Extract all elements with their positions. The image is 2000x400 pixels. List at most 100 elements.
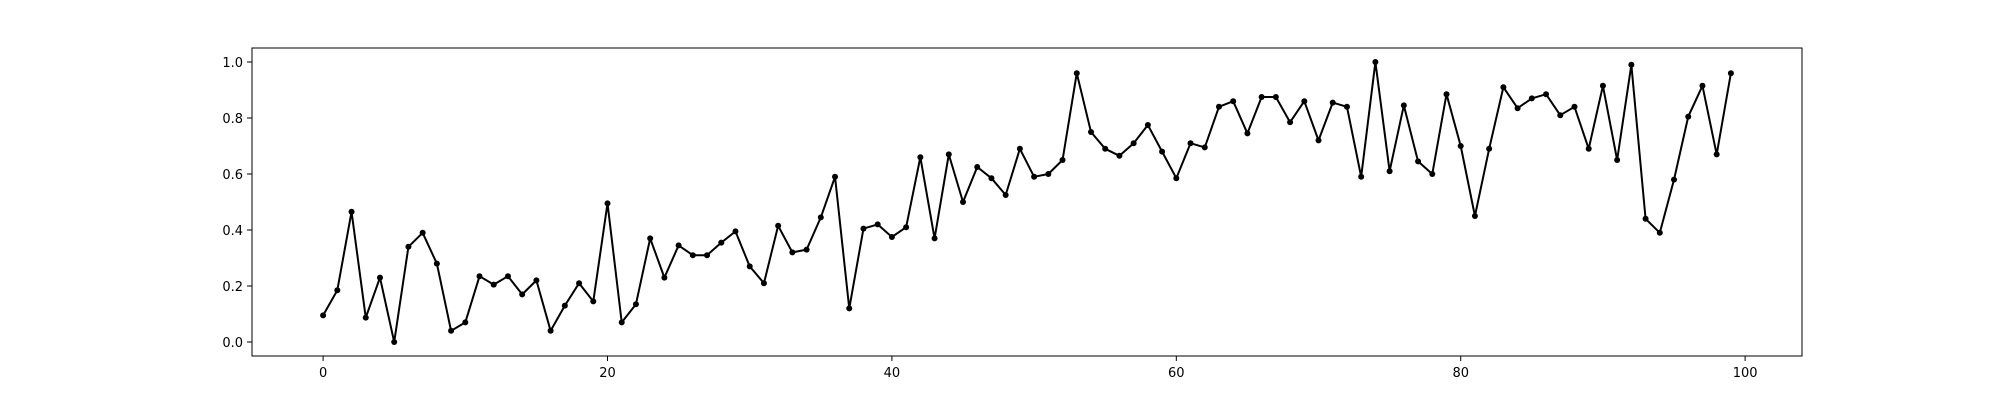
data-point (376, 274, 383, 281)
data-point (590, 298, 597, 305)
data-point (632, 301, 639, 308)
data-point (1287, 119, 1294, 126)
data-point (1443, 91, 1450, 98)
data-point (1642, 215, 1649, 222)
y-tick-label: 0.2 (222, 280, 243, 295)
plot-frame (251, 47, 1803, 357)
data-point (931, 235, 938, 242)
data-point (817, 214, 824, 221)
data-point (1457, 143, 1464, 149)
data-point (1671, 176, 1678, 183)
data-point (1315, 137, 1322, 144)
data-point (1059, 157, 1066, 163)
data-point (1656, 229, 1663, 236)
data-point (618, 319, 625, 326)
data-point (945, 151, 952, 158)
data-point (1130, 140, 1137, 147)
data-point (746, 263, 753, 270)
data-point (1201, 144, 1208, 151)
data-point (732, 228, 739, 235)
data-point (334, 287, 341, 294)
data-point (405, 243, 412, 250)
data-point (1102, 145, 1109, 152)
data-point (1543, 91, 1550, 98)
data-point (846, 305, 853, 312)
data-point (490, 281, 497, 288)
data-point (1514, 105, 1521, 112)
data-point (1372, 59, 1379, 65)
data-point (1528, 95, 1535, 102)
data-point (988, 175, 995, 182)
data-point (675, 242, 682, 249)
data-point (1400, 102, 1407, 109)
data-point (433, 260, 440, 267)
data-point (1386, 168, 1393, 175)
data-point (547, 327, 554, 334)
data-point (704, 252, 711, 259)
y-tick-label: 1.0 (222, 56, 243, 71)
x-tick-label: 60 (1168, 366, 1185, 381)
data-point (903, 224, 910, 231)
series-line (322, 61, 1732, 343)
data-point (391, 339, 398, 345)
data-point (1045, 171, 1052, 177)
data-point (1073, 70, 1080, 77)
series-layer (320, 59, 1734, 345)
data-point (1727, 70, 1734, 77)
data-point (1272, 94, 1279, 100)
data-point (1187, 140, 1194, 147)
data-point (1173, 175, 1180, 182)
data-point (960, 199, 967, 205)
data-point (760, 280, 767, 287)
data-point (803, 246, 810, 253)
data-point (832, 173, 839, 180)
data-point (1244, 130, 1251, 137)
data-point (1016, 145, 1023, 152)
data-point (448, 327, 455, 334)
data-point (1628, 61, 1635, 68)
data-point (1087, 129, 1094, 135)
data-point (1301, 98, 1308, 105)
data-point (789, 249, 796, 256)
data-point (419, 229, 426, 236)
data-point (1585, 145, 1592, 152)
data-point (1699, 82, 1706, 89)
data-point (1215, 103, 1222, 110)
data-point (1471, 213, 1478, 219)
data-point (1343, 103, 1350, 110)
data-point (1500, 84, 1507, 91)
data-point (533, 277, 540, 284)
data-point (647, 235, 654, 242)
data-point (1258, 94, 1265, 100)
data-point (1685, 113, 1692, 120)
data-point (1329, 99, 1336, 106)
data-point (362, 314, 369, 321)
data-point (1571, 103, 1578, 110)
data-point (888, 234, 895, 240)
data-point (504, 273, 511, 280)
data-point (1116, 152, 1123, 159)
axis-ticks: 0 20 40 60 80 100 0.0 0.2 0.4 0.6 0.8 1.0 (222, 56, 1757, 381)
data-point (860, 225, 867, 232)
x-tick-label: 100 (1733, 366, 1758, 381)
data-point (1557, 112, 1564, 119)
data-point (519, 291, 526, 298)
y-tick-label: 0.6 (222, 168, 243, 183)
y-tick-label: 0.4 (222, 224, 243, 239)
data-point (1599, 82, 1606, 89)
data-point (1415, 158, 1422, 165)
data-point (1031, 173, 1038, 180)
data-point (1614, 157, 1621, 163)
data-point (689, 252, 696, 259)
y-tick-label: 0.8 (222, 112, 243, 127)
data-point (775, 222, 782, 229)
x-tick-label: 20 (599, 366, 616, 381)
x-tick-label: 80 (1452, 366, 1469, 381)
data-point (1429, 171, 1436, 177)
x-tick-label: 0 (319, 366, 327, 381)
data-point (1358, 173, 1365, 180)
data-point (604, 200, 611, 207)
data-point (974, 164, 981, 170)
